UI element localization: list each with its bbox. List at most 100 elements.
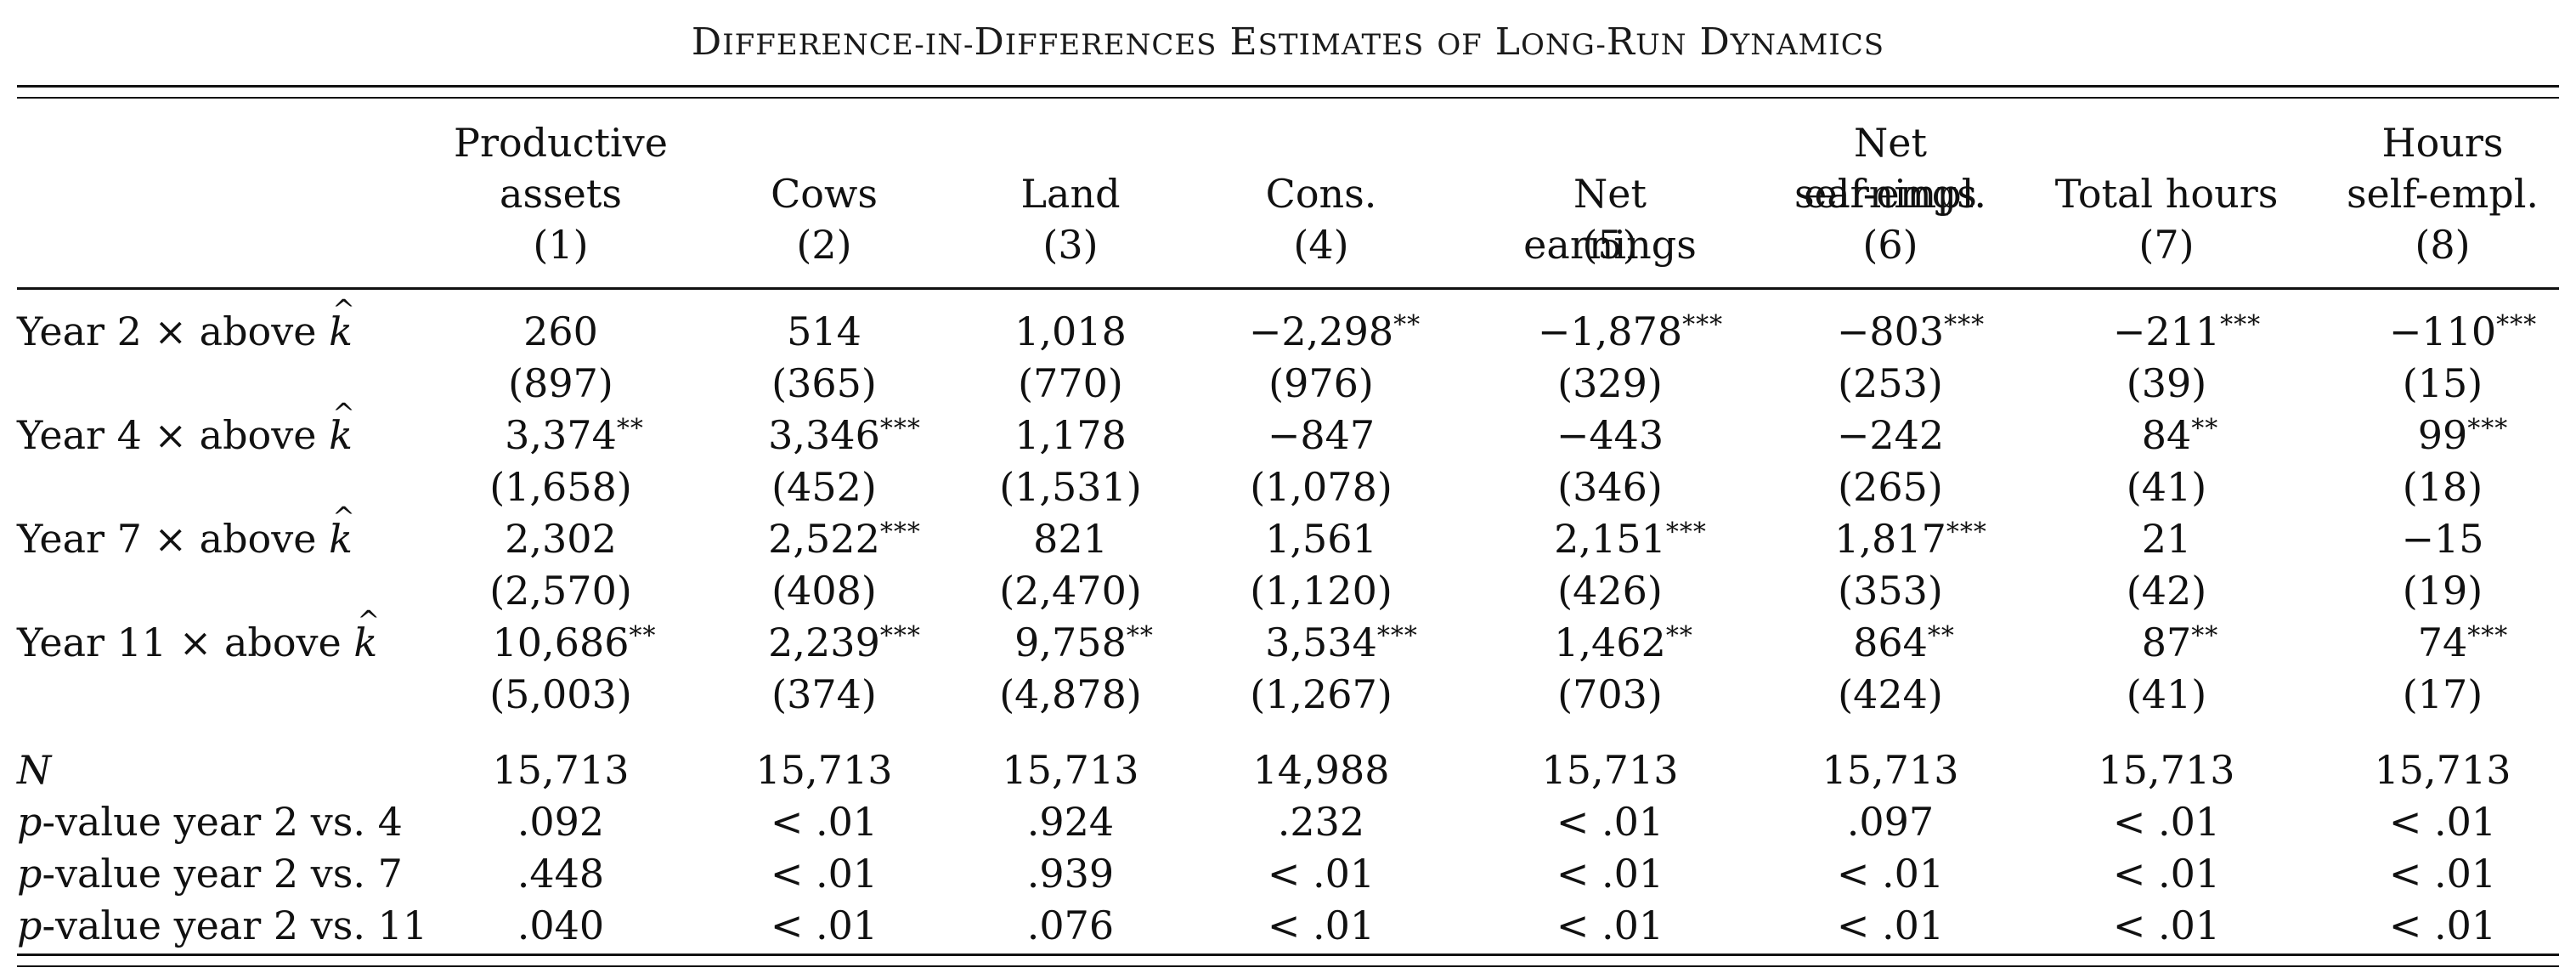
estimate-value: 9,758 **	[1014, 620, 1153, 665]
column-header: Total hours (7)	[2039, 117, 2294, 270]
estimate-cell: 821	[943, 513, 1198, 564]
standard-error-cell: (346)	[1557, 464, 1663, 510]
estimate-cell: −803 ***	[1763, 306, 2018, 357]
row-label-variable: k	[329, 491, 355, 564]
stat-value-cell: < .01	[2388, 903, 2497, 948]
column-header-line	[1483, 117, 1737, 168]
estimate-cell: 1,018	[943, 306, 1198, 357]
stat-value-cell: .076	[1026, 903, 1115, 948]
estimate-cell: 514	[697, 306, 952, 357]
standard-error-cell: (17)	[2402, 671, 2483, 717]
significance-stars: ***	[879, 621, 921, 651]
estimate-value: −803 ***	[1837, 308, 1984, 354]
standard-error-cell: (41)	[2126, 671, 2207, 717]
stat-value-cell: 15,713	[1002, 747, 1139, 793]
table-title: DIFFERENCE-IN-DIFFERENCES ESTIMATES OF L…	[691, 20, 1885, 64]
stat-value-cell: < .01	[770, 799, 878, 845]
column-header: Net earnings self-empl. (6)	[1763, 117, 2018, 270]
column-header-line: assets	[500, 171, 622, 217]
column-header-line: Cons.	[1265, 171, 1377, 217]
column-header-line: Net earnings	[1804, 120, 1977, 217]
significance-stars: ***	[2467, 621, 2509, 651]
standard-error-cell: (1,658)	[489, 464, 632, 510]
row-label: Year 11 × above k	[17, 595, 380, 668]
estimate-cell: 84 **	[2039, 410, 2294, 461]
column-header-line: (6)	[1862, 222, 1918, 268]
stat-value-cell: .924	[1026, 799, 1115, 845]
estimate-value: −847	[1267, 412, 1376, 458]
row-label-text: Year 11 × above	[17, 620, 354, 665]
estimate-cell: −443	[1483, 410, 1737, 461]
stat-value-cell: < .01	[1267, 903, 1376, 948]
stat-value-cell: < .01	[1556, 799, 1664, 845]
estimate-value: 21	[2141, 516, 2192, 562]
stat-row-label: p-value year 2 vs. 7	[17, 848, 403, 899]
stat-value-cell: < .01	[1556, 851, 1664, 897]
standard-error-cell: (976)	[1268, 360, 1374, 406]
estimate-cell: 99 ***	[2315, 410, 2570, 461]
standard-error-cell: (1,531)	[999, 464, 1142, 510]
bottom-rule	[17, 954, 2559, 956]
stat-value-cell: 15,713	[492, 747, 630, 793]
standard-error-cell: (353)	[1838, 568, 1943, 614]
significance-stars: ***	[879, 518, 921, 547]
estimate-value: 260	[523, 308, 598, 354]
column-header: Net earnings (5)	[1483, 117, 1737, 270]
estimate-cell: 21	[2039, 513, 2294, 564]
stat-value-cell: < .01	[770, 903, 878, 948]
significance-stars: **	[629, 621, 657, 651]
row-label-variable: k	[353, 595, 380, 668]
estimate-cell: −242	[1763, 410, 2018, 461]
standard-error-cell: (5,003)	[489, 671, 632, 717]
stat-value-cell: 15,713	[1822, 747, 1959, 793]
stat-value-cell: 15,713	[1541, 747, 1679, 793]
estimate-cell: −847	[1194, 410, 1449, 461]
standard-error-cell: (1,120)	[1250, 568, 1393, 614]
column-header-line: Cows	[771, 171, 878, 217]
significance-stars: **	[2191, 414, 2219, 444]
standard-error-cell: (4,878)	[999, 671, 1142, 717]
stat-value-cell: < .01	[1556, 903, 1664, 948]
column-header-line: (2)	[796, 222, 852, 268]
estimate-value: −2,298 **	[1249, 308, 1420, 354]
estimate-value: 864 **	[1853, 620, 1954, 665]
estimate-value: −15	[2401, 516, 2484, 562]
column-header-line: Net earnings	[1523, 171, 1697, 268]
stat-value-cell: < .01	[2112, 799, 2221, 845]
column-header-line: Land	[1020, 171, 1121, 217]
significance-stars: **	[1927, 621, 1955, 651]
significance-stars: **	[616, 414, 644, 444]
significance-stars: ***	[2496, 310, 2538, 340]
row-label-text: Year 2 × above	[17, 308, 330, 354]
significance-stars: ***	[1944, 310, 1986, 340]
standard-error-cell: (703)	[1557, 671, 1663, 717]
significance-stars: ***	[879, 414, 921, 444]
estimate-value: 1,178	[1014, 412, 1127, 458]
estimate-cell: 74 ***	[2315, 617, 2570, 668]
column-header-line: (3)	[1042, 222, 1099, 268]
estimate-value: 99 ***	[2418, 412, 2508, 458]
column-header-line: Productive	[454, 120, 668, 166]
stat-value-cell: < .01	[1836, 903, 1945, 948]
stat-value-cell: .092	[517, 799, 605, 845]
standard-error-cell: (365)	[771, 360, 877, 406]
stat-value-cell: 15,713	[2374, 747, 2511, 793]
significance-stars: ***	[1946, 518, 1987, 547]
stat-value-cell: 14,988	[1252, 747, 1390, 793]
standard-error-cell: (424)	[1838, 671, 1943, 717]
standard-error-cell: (15)	[2402, 360, 2483, 406]
estimate-cell: 87 **	[2039, 617, 2294, 668]
stat-row-label-text: -value year 2 vs. 7	[42, 851, 403, 897]
bottom-rule-thin	[17, 965, 2559, 967]
estimate-value: 2,239 ***	[768, 620, 920, 665]
stat-row-label-variable: p	[17, 851, 42, 897]
stat-row-label-variable: N	[17, 747, 52, 793]
estimate-value: 84 **	[2142, 412, 2218, 458]
significance-stars: ***	[2220, 310, 2262, 340]
standard-error-cell: (18)	[2402, 464, 2483, 510]
column-header-line: (7)	[2138, 222, 2195, 268]
estimate-cell: −15	[2315, 513, 2570, 564]
estimate-value: −242	[1836, 412, 1945, 458]
standard-error-cell: (1,267)	[1250, 671, 1393, 717]
stat-value-cell: < .01	[2388, 851, 2497, 897]
